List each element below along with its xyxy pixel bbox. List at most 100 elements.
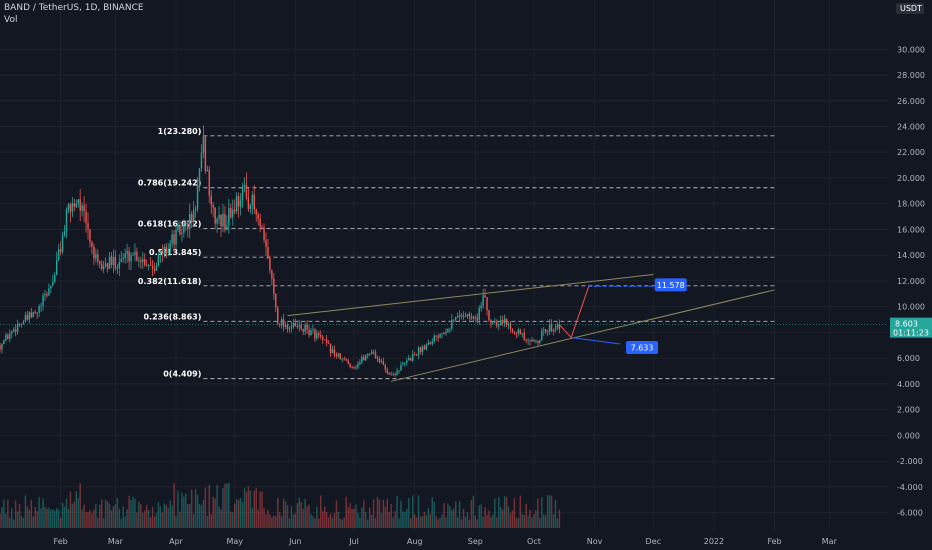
candle-body [499,320,502,325]
candle-body [370,351,373,354]
candle-body [179,225,181,235]
volume-bar [251,507,254,528]
time-tick-label: Aug [407,537,423,546]
volume-bar [50,510,52,528]
volume-bars [0,482,561,528]
volume-bar [97,517,99,528]
time-tick-label: 2022 [704,537,724,546]
volume-bar [124,516,126,528]
bar-countdown: 01:11:23 [893,329,929,338]
volume-bar [421,516,424,528]
volume-bar [556,518,559,528]
volume-bar [122,506,124,528]
volume-bar [208,484,211,528]
candle-body [83,205,85,212]
candle-body [253,194,256,210]
candle-body [192,210,195,223]
volume-bar [455,501,457,528]
volume-bar [343,517,345,528]
volume-bar [138,501,140,528]
candle-body [161,251,164,254]
volume-bar [537,498,539,528]
volume-bar [282,498,285,528]
candle-body [451,319,453,329]
chart-grid [0,0,888,530]
volume-bar [368,507,371,528]
volume-bar [386,498,389,528]
volume-bar [16,511,19,528]
volume-bar [48,507,50,528]
candle-body [392,374,394,376]
candle-body [460,314,463,316]
volume-bar [531,517,533,528]
time-tick-label: Mar [822,537,838,546]
volume-bar [249,490,252,528]
candle-body [335,355,338,357]
volume-bar [204,487,207,528]
projection-down [571,337,621,345]
volume-bar [169,500,171,528]
candle-body [167,249,169,254]
volume-bar [269,514,271,528]
candle-body [284,325,287,327]
candle-body [155,265,158,271]
volume-bar [140,504,142,528]
volume-bar [451,510,453,528]
volume-bar [501,509,504,528]
volume-bar [144,510,146,528]
time-tick-label: Apr [169,537,184,546]
volume-bar [267,510,269,528]
price-tick-label: 4.000 [897,380,920,389]
candle-body [359,362,361,364]
candle-body [134,251,136,255]
volume-bar [100,499,103,528]
candle-body [322,336,324,340]
volume-bar [230,511,232,528]
candle-body [188,214,191,229]
candle-body [286,325,289,330]
volume-bar [83,504,85,528]
volume-bar [181,492,183,528]
candle-body [36,312,38,314]
candle-body [320,335,322,337]
time-tick-label: Jun [288,537,302,546]
volume-bar [486,514,488,528]
volume-bar [490,516,492,528]
volume-indicator-label[interactable]: Vol [4,15,18,25]
candle-body [441,333,443,335]
candle-body [517,329,520,334]
candle-body [44,293,46,296]
candle-body [120,258,122,263]
candle-body [445,332,447,334]
volume-bar [284,501,287,528]
volume-bar [288,518,291,528]
price-tick-label: 24.000 [897,123,925,132]
candle-body [212,204,214,208]
volume-bar [519,495,522,528]
volume-bar [492,514,494,528]
candle-body [294,322,297,327]
volume-bar [142,513,144,528]
candle-body [102,266,105,269]
price-tick-label: 28.000 [897,71,925,80]
volume-bar [484,507,486,528]
volume-bar [196,494,199,528]
price-tick-label: 12.000 [897,277,925,286]
candle-body [26,315,29,320]
candle-body [533,339,535,342]
candle-body [404,362,406,364]
candle-body [226,225,228,230]
candle-body [372,351,375,353]
price-tick-label: 2.000 [897,406,920,415]
volume-bar [394,510,396,528]
candle-body [378,358,381,362]
candle-body [398,370,400,372]
target-tag [654,278,687,292]
candle-body [220,214,222,227]
candle-body [368,353,371,355]
time-tick-label: Sep [468,537,483,546]
candle-body [183,223,185,233]
candle-body [40,305,42,307]
candle-body [349,363,351,368]
